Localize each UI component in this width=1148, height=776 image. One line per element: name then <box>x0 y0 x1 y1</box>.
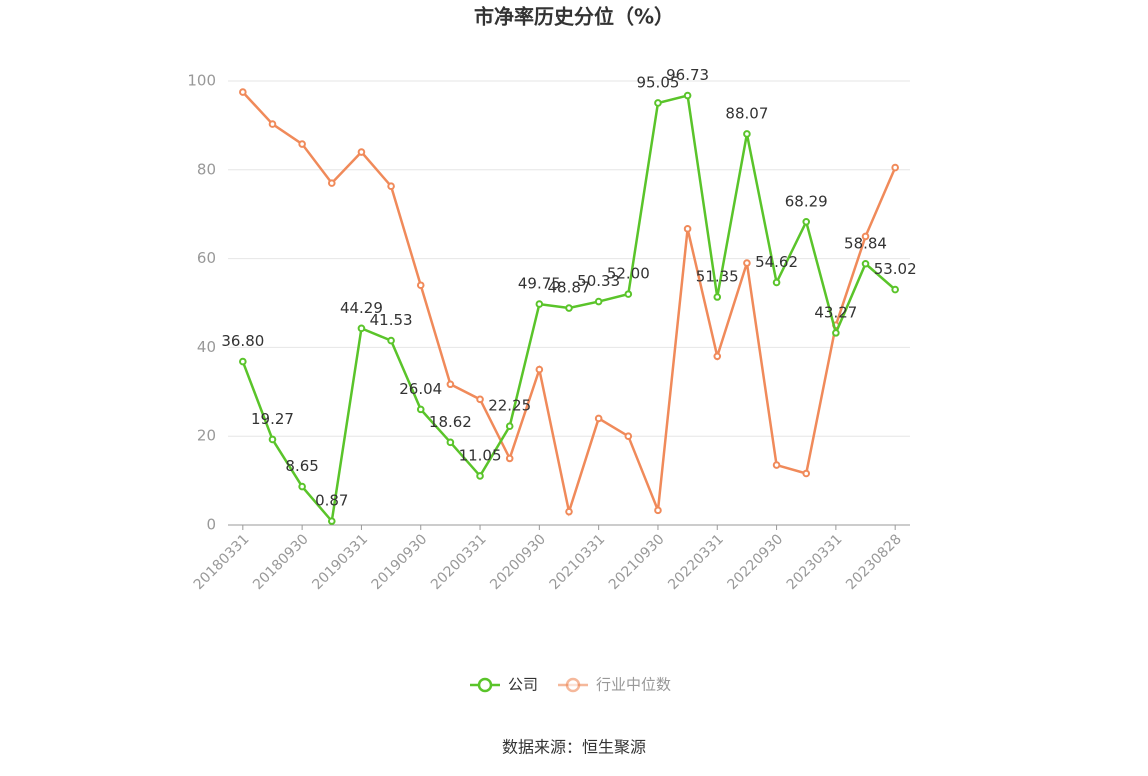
data-label: 51.35 <box>696 268 739 286</box>
y-tick-label: 0 <box>206 516 216 534</box>
data-point <box>476 395 484 404</box>
data-point <box>624 432 633 441</box>
x-tick-label: 20220930 <box>725 531 787 593</box>
data-point <box>891 163 899 172</box>
data-label: 44.29 <box>340 299 383 317</box>
y-tick-label: 20 <box>197 427 216 445</box>
data-point <box>713 293 722 301</box>
data-point <box>594 297 603 306</box>
x-tick-label: 20190331 <box>309 531 371 593</box>
data-point <box>298 140 306 148</box>
data-point <box>654 506 662 515</box>
data-point <box>416 281 425 290</box>
data-point <box>743 130 751 138</box>
data-point <box>327 179 336 187</box>
y-tick-label: 60 <box>197 249 216 267</box>
data-point <box>772 278 781 287</box>
x-tick-label: 20210331 <box>547 531 609 593</box>
x-tick-label: 20180930 <box>250 531 312 593</box>
data-point <box>832 329 840 337</box>
data-point <box>357 148 366 156</box>
data-point <box>446 438 455 447</box>
data-label: 54.62 <box>755 253 798 271</box>
chart-title: 市净率历史分位（%） <box>474 5 674 29</box>
data-label: 53.02 <box>874 260 917 278</box>
data-point <box>387 182 395 191</box>
data-point <box>298 482 306 491</box>
data-point <box>565 507 573 516</box>
data-point <box>683 91 692 100</box>
data-point <box>654 99 662 107</box>
data-label: 41.53 <box>370 311 413 329</box>
legend-label: 行业中位数 <box>596 676 671 694</box>
y-tick-label: 80 <box>197 160 216 178</box>
data-point <box>268 120 277 128</box>
data-point <box>446 380 455 389</box>
data-point <box>505 454 514 463</box>
data-point <box>624 290 633 298</box>
data-label: 95.05 <box>636 73 679 91</box>
data-point <box>565 304 573 312</box>
data-label: 48.87 <box>548 279 591 297</box>
legend-label: 公司 <box>508 676 538 694</box>
data-point <box>387 336 395 345</box>
data-label: 8.65 <box>285 457 318 475</box>
data-label: 26.04 <box>399 380 442 398</box>
data-label: 68.29 <box>785 192 828 210</box>
data-label: 19.27 <box>251 410 294 428</box>
x-tick-label: 20200331 <box>428 531 490 593</box>
data-point <box>239 357 247 366</box>
data-point <box>802 469 811 478</box>
y-tick-label: 100 <box>187 72 216 90</box>
source-note: 数据来源：恒生聚源 <box>502 738 646 757</box>
data-label: 18.62 <box>429 413 472 431</box>
data-label: 11.05 <box>459 446 502 464</box>
data-point <box>802 217 811 226</box>
x-tick-label: 20200930 <box>487 531 549 593</box>
data-label: 36.80 <box>221 332 264 350</box>
data-point <box>772 461 781 469</box>
data-point <box>239 88 247 96</box>
data-point <box>535 365 544 374</box>
data-label: 22.25 <box>488 397 531 415</box>
x-tick-label: 20190930 <box>369 531 431 593</box>
y-tick-label: 40 <box>197 338 216 356</box>
data-point <box>416 405 425 414</box>
data-label: 0.87 <box>315 492 348 510</box>
x-tick-label: 20210930 <box>606 531 668 593</box>
data-point <box>594 414 603 423</box>
data-point <box>476 472 484 480</box>
data-label: 96.73 <box>666 66 709 84</box>
data-point <box>861 259 870 268</box>
data-label: 52.00 <box>607 265 650 283</box>
x-tick-label: 20230828 <box>843 531 905 593</box>
data-point <box>327 517 336 525</box>
data-point <box>268 435 277 444</box>
legend-marker <box>565 677 581 693</box>
data-point <box>713 352 722 361</box>
data-point <box>861 232 870 241</box>
x-tick-label: 20180331 <box>191 531 253 593</box>
legend-marker <box>477 677 493 693</box>
data-label: 43.27 <box>814 303 857 321</box>
data-label: 58.84 <box>844 234 887 252</box>
data-label: 88.07 <box>725 104 768 122</box>
x-tick-label: 20220331 <box>665 531 727 593</box>
data-point <box>505 422 514 431</box>
data-point <box>535 300 544 308</box>
data-point <box>891 285 899 294</box>
data-point <box>357 324 366 333</box>
data-point <box>743 259 751 267</box>
data-label: 49.75 <box>518 275 561 293</box>
data-label: 50.33 <box>577 272 620 290</box>
data-point <box>683 225 692 233</box>
x-tick-label: 20230331 <box>784 531 846 593</box>
